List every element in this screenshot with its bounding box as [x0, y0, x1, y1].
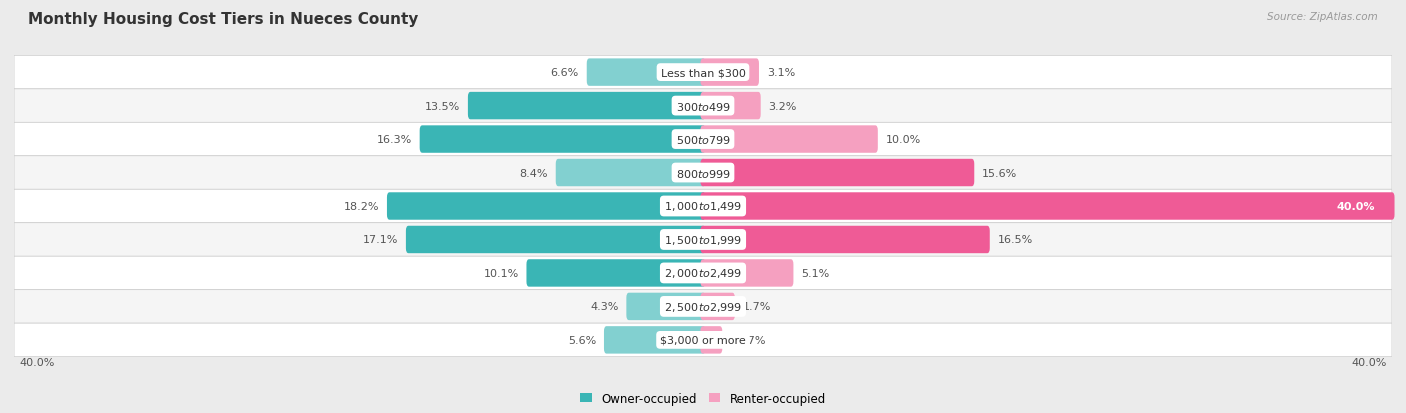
FancyBboxPatch shape — [14, 56, 1392, 90]
FancyBboxPatch shape — [586, 59, 706, 87]
FancyBboxPatch shape — [14, 190, 1392, 223]
FancyBboxPatch shape — [526, 260, 706, 287]
FancyBboxPatch shape — [700, 159, 974, 187]
Text: 13.5%: 13.5% — [425, 101, 460, 112]
FancyBboxPatch shape — [700, 326, 723, 354]
Text: 17.1%: 17.1% — [363, 235, 398, 245]
Text: 40.0%: 40.0% — [1336, 202, 1375, 211]
Text: 5.6%: 5.6% — [568, 335, 596, 345]
FancyBboxPatch shape — [555, 159, 706, 187]
FancyBboxPatch shape — [700, 59, 759, 87]
Text: $300 to $499: $300 to $499 — [675, 100, 731, 112]
Legend: Owner-occupied, Renter-occupied: Owner-occupied, Renter-occupied — [579, 392, 827, 405]
FancyBboxPatch shape — [14, 90, 1392, 123]
FancyBboxPatch shape — [626, 293, 706, 320]
Text: 1.7%: 1.7% — [742, 301, 770, 312]
Text: 40.0%: 40.0% — [20, 357, 55, 367]
Text: 8.4%: 8.4% — [519, 168, 548, 178]
FancyBboxPatch shape — [14, 123, 1392, 157]
Text: $2,000 to $2,499: $2,000 to $2,499 — [664, 267, 742, 280]
Text: 5.1%: 5.1% — [801, 268, 830, 278]
Text: $1,500 to $1,999: $1,500 to $1,999 — [664, 233, 742, 247]
Text: 16.3%: 16.3% — [377, 135, 412, 145]
FancyBboxPatch shape — [14, 223, 1392, 256]
Text: $500 to $799: $500 to $799 — [675, 134, 731, 146]
FancyBboxPatch shape — [700, 226, 990, 254]
Text: $800 to $999: $800 to $999 — [675, 167, 731, 179]
Text: 3.2%: 3.2% — [769, 101, 797, 112]
Text: $2,500 to $2,999: $2,500 to $2,999 — [664, 300, 742, 313]
Text: 18.2%: 18.2% — [343, 202, 380, 211]
FancyBboxPatch shape — [419, 126, 706, 153]
FancyBboxPatch shape — [468, 93, 706, 120]
FancyBboxPatch shape — [14, 323, 1392, 357]
FancyBboxPatch shape — [700, 260, 793, 287]
FancyBboxPatch shape — [700, 93, 761, 120]
Text: 16.5%: 16.5% — [997, 235, 1033, 245]
FancyBboxPatch shape — [605, 326, 706, 354]
FancyBboxPatch shape — [406, 226, 706, 254]
Text: $1,000 to $1,499: $1,000 to $1,499 — [664, 200, 742, 213]
Text: 3.1%: 3.1% — [766, 68, 794, 78]
Text: 10.1%: 10.1% — [484, 268, 519, 278]
Text: Source: ZipAtlas.com: Source: ZipAtlas.com — [1267, 12, 1378, 22]
FancyBboxPatch shape — [14, 157, 1392, 190]
FancyBboxPatch shape — [14, 290, 1392, 323]
FancyBboxPatch shape — [700, 126, 877, 153]
Text: 10.0%: 10.0% — [886, 135, 921, 145]
Text: Monthly Housing Cost Tiers in Nueces County: Monthly Housing Cost Tiers in Nueces Cou… — [28, 12, 419, 27]
FancyBboxPatch shape — [700, 293, 735, 320]
Text: 0.97%: 0.97% — [730, 335, 765, 345]
Text: $3,000 or more: $3,000 or more — [661, 335, 745, 345]
FancyBboxPatch shape — [14, 256, 1392, 290]
Text: Less than $300: Less than $300 — [661, 68, 745, 78]
Text: 4.3%: 4.3% — [591, 301, 619, 312]
FancyBboxPatch shape — [700, 193, 1395, 220]
Text: 40.0%: 40.0% — [1351, 357, 1386, 367]
FancyBboxPatch shape — [387, 193, 706, 220]
Text: 6.6%: 6.6% — [551, 68, 579, 78]
Text: 15.6%: 15.6% — [981, 168, 1018, 178]
